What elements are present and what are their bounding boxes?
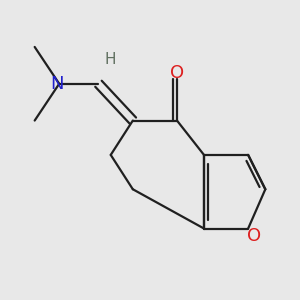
Text: H: H (104, 52, 116, 67)
Text: N: N (50, 75, 64, 93)
Text: O: O (247, 227, 261, 245)
Text: O: O (170, 64, 184, 82)
